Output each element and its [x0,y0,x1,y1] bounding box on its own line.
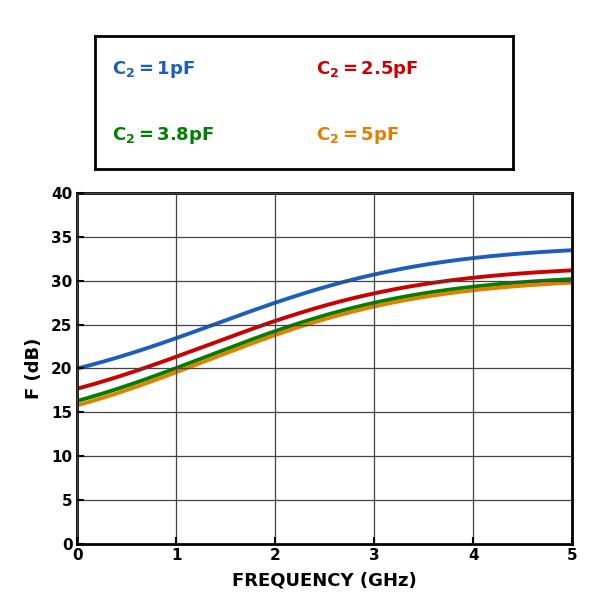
Text: $\mathbf{C_2 = 3.8pF}$: $\mathbf{C_2 = 3.8pF}$ [112,126,214,146]
Y-axis label: F (dB): F (dB) [25,338,43,399]
Text: $\mathbf{C_2 = 1pF}$: $\mathbf{C_2 = 1pF}$ [112,59,195,80]
X-axis label: FREQUENCY (GHz): FREQUENCY (GHz) [232,572,417,590]
Text: $\mathbf{C_2 = 5pF}$: $\mathbf{C_2 = 5pF}$ [316,126,399,146]
Text: $\mathbf{C_2 = 2.5pF}$: $\mathbf{C_2 = 2.5pF}$ [316,59,419,80]
